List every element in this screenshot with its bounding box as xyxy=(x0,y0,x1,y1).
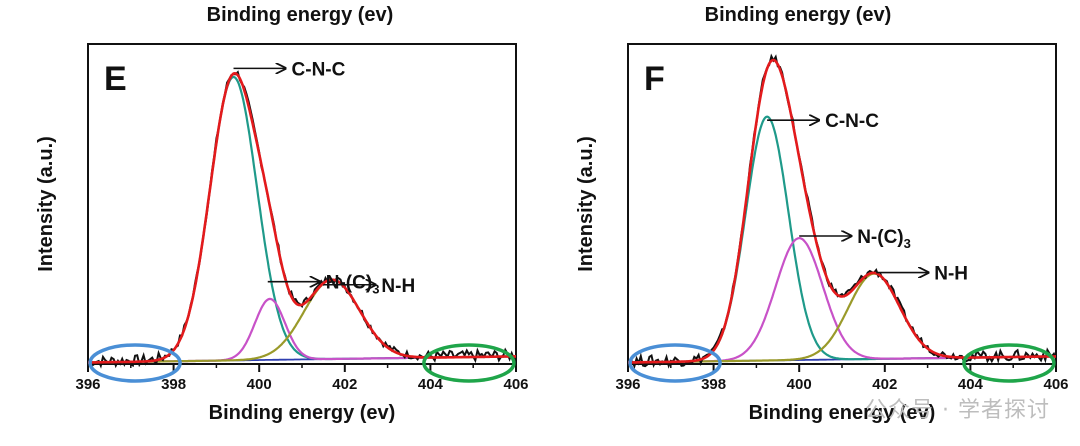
x-tick-label: 396 xyxy=(75,376,100,393)
top-axis-title-left: Binding energy (ev) xyxy=(206,4,394,26)
panel-label: F xyxy=(644,60,665,98)
raw-data-line xyxy=(627,53,1057,370)
x-tick-label: 398 xyxy=(701,376,726,393)
x-tick-label: 396 xyxy=(615,376,640,393)
component-line-3 xyxy=(628,272,1056,364)
green-highlight-ellipse xyxy=(962,343,1056,383)
component-line-1 xyxy=(628,115,1056,364)
blue-highlight-ellipse xyxy=(88,343,182,383)
x-tick-label: 404 xyxy=(418,376,444,393)
annotation-label: C-N-C xyxy=(292,59,346,80)
panel-label: E xyxy=(104,60,127,98)
x-tick-label: 400 xyxy=(787,376,812,393)
y-axis-title: Intensity (a.u.) xyxy=(35,136,57,272)
xps-chart-e: 396 398 400 402 404 406 Binding energy (ev) Int… xyxy=(35,43,529,424)
x-axis-title: Binding energy (ev) xyxy=(749,402,936,424)
envelope-fit-line xyxy=(628,58,1056,364)
x-tick-label: 402 xyxy=(872,376,897,393)
x-tick-label: 398 xyxy=(161,376,186,393)
watermark-text: 公众号 · 学者探讨 xyxy=(865,398,1050,423)
green-highlight-ellipse xyxy=(422,343,516,383)
x-axis-title: Binding energy (ev) xyxy=(209,402,396,424)
x-tick-label: 406 xyxy=(503,376,528,393)
raw-data-line xyxy=(87,70,517,369)
plot-frame xyxy=(627,43,1057,365)
y-axis-title: Intensity (a.u.) xyxy=(575,136,597,272)
x-tick-label: 406 xyxy=(1043,376,1068,393)
annotation-label: N-(C)3 xyxy=(857,227,911,251)
component-line-1 xyxy=(88,75,516,364)
annotation-label: N-H xyxy=(381,276,415,297)
blue-highlight-ellipse xyxy=(628,343,722,383)
annotation-label: N-H xyxy=(934,264,968,285)
annotation-label: C-N-C xyxy=(825,111,879,132)
x-tick-label: 402 xyxy=(332,376,357,393)
envelope-fit-line xyxy=(88,71,516,364)
x-tick-label: 400 xyxy=(247,376,272,393)
component-line-2 xyxy=(628,236,1056,364)
component-line-3 xyxy=(88,278,516,364)
xps-chart-f: 396 398 400 402 404 406 Binding energy (ev) Int… xyxy=(575,43,1069,424)
top-axis-title-right: Binding energy (ev) xyxy=(704,4,892,26)
x-tick-label: 404 xyxy=(958,376,984,393)
